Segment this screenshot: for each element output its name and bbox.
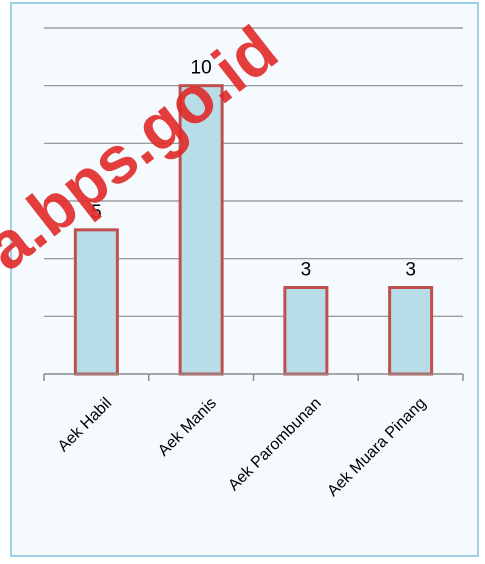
x-tick-label: Aek Manis [155,395,220,460]
bar [73,228,119,376]
bars [73,84,434,376]
bar [283,286,329,376]
x-tick-label: Aek Parombunan [225,395,324,494]
data-label: 5 [91,202,102,223]
data-label: 3 [301,260,312,281]
bar [178,84,224,376]
x-axis [43,373,464,381]
data-label: 10 [191,58,212,79]
bar [388,286,434,376]
data-label: 3 [405,260,416,281]
x-tick-label: Aek Muara Pinang [324,395,429,500]
data-labels: 5 10 3 3 [91,58,416,281]
x-tick-label: Aek Habil [55,395,115,455]
x-tick-labels: Aek Habil Aek Manis Aek Parombunan Aek Muar… [55,395,430,500]
